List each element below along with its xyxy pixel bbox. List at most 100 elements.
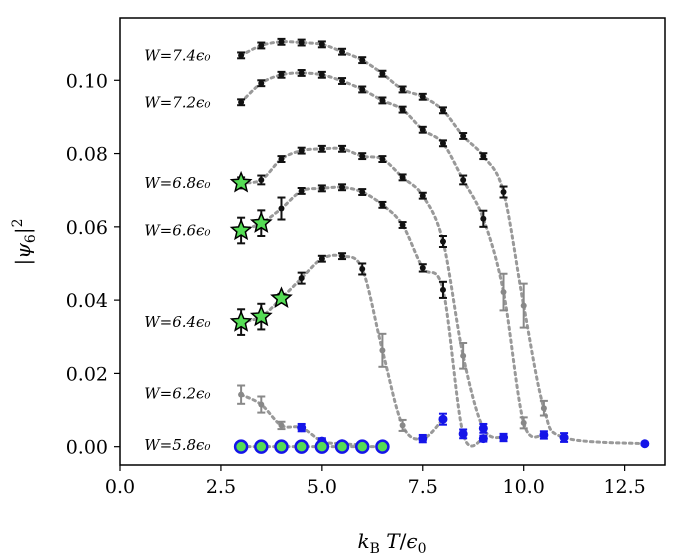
data-point xyxy=(418,434,428,444)
data-point xyxy=(254,439,269,454)
data-point xyxy=(278,205,285,212)
data-point xyxy=(419,93,426,100)
series-label: W=5.8ϵ₀ xyxy=(144,436,210,454)
data-point xyxy=(258,80,265,87)
data-point xyxy=(375,439,390,454)
data-point xyxy=(339,48,346,55)
y-tick-label: 0.06 xyxy=(66,217,108,239)
data-point xyxy=(238,99,245,106)
x-tick-label: 2.5 xyxy=(206,476,236,498)
data-point xyxy=(233,439,249,454)
data-point xyxy=(559,433,569,443)
plot-layer xyxy=(229,37,650,454)
data-point xyxy=(399,106,406,113)
data-point xyxy=(278,156,285,163)
data-point xyxy=(359,57,366,64)
data-point xyxy=(318,71,325,78)
data-point xyxy=(480,153,487,160)
series-label: W=7.2ϵ₀ xyxy=(144,93,210,111)
data-point-star xyxy=(229,310,253,332)
data-point xyxy=(419,264,426,271)
data-point xyxy=(640,439,650,449)
data-point xyxy=(278,71,285,78)
tick-layer: 0.0 2.5 5.0 7.5 10.0 12.5 0.00 0.02 0.04 0.06 0.08… xyxy=(66,70,646,498)
x-tick-label: 12.5 xyxy=(603,476,645,498)
data-point xyxy=(379,156,386,163)
series-guide-curve xyxy=(239,185,485,448)
data-point xyxy=(439,107,446,114)
data-point xyxy=(458,429,468,439)
data-point xyxy=(354,439,370,454)
y-tick-label: 0.00 xyxy=(66,437,108,459)
data-point xyxy=(499,433,509,443)
data-point xyxy=(399,422,406,429)
data-point xyxy=(500,289,507,296)
axes-frame xyxy=(119,17,666,466)
data-point xyxy=(318,41,325,48)
data-point xyxy=(258,42,265,49)
y-tick-label: 0.02 xyxy=(66,363,108,385)
data-point xyxy=(298,147,305,154)
data-point xyxy=(379,201,386,208)
data-point xyxy=(339,253,346,260)
data-point-star xyxy=(249,304,273,327)
series-guide-curve xyxy=(239,253,445,441)
data-point-star xyxy=(229,218,253,241)
data-point xyxy=(379,347,386,354)
data-point xyxy=(478,434,488,444)
series-label: W=6.2ϵ₀ xyxy=(144,385,210,403)
data-point xyxy=(318,145,325,152)
data-point xyxy=(379,70,386,77)
data-point xyxy=(460,352,467,359)
data-point xyxy=(278,422,285,429)
data-point xyxy=(339,78,346,85)
data-point xyxy=(520,419,527,426)
series-label: W=6.8ϵ₀ xyxy=(144,174,210,192)
data-point xyxy=(359,265,366,272)
y-tick-label: 0.10 xyxy=(66,70,108,92)
data-point xyxy=(238,391,245,398)
data-point xyxy=(314,439,330,454)
data-point xyxy=(438,414,448,424)
x-tick-label: 7.5 xyxy=(408,476,438,498)
data-point-star xyxy=(249,211,273,233)
data-point xyxy=(379,97,386,104)
data-point xyxy=(500,189,507,196)
x-tick-label: 5.0 xyxy=(307,476,337,498)
data-point xyxy=(460,132,467,139)
data-point xyxy=(298,39,305,46)
data-point xyxy=(419,126,426,133)
data-point xyxy=(520,302,527,309)
data-point xyxy=(334,439,350,454)
data-point xyxy=(298,187,305,194)
data-point xyxy=(359,86,366,93)
data-point xyxy=(258,401,265,408)
data-point xyxy=(274,439,289,454)
data-point xyxy=(539,430,549,440)
data-point xyxy=(238,52,245,59)
data-point-star xyxy=(229,170,253,193)
data-point xyxy=(294,439,309,454)
y-tick-label: 0.04 xyxy=(66,290,108,312)
data-point xyxy=(278,38,285,45)
series-guide-curve xyxy=(239,71,546,439)
data-point xyxy=(339,184,346,191)
x-axis-title: kB T/ϵ0 xyxy=(358,529,427,557)
data-point xyxy=(419,192,426,199)
data-point xyxy=(480,215,487,222)
series-label: W=6.6ϵ₀ xyxy=(144,222,210,240)
data-point-star xyxy=(270,286,293,308)
data-point xyxy=(318,255,325,262)
data-point xyxy=(297,423,307,433)
x-tick-label: 0.0 xyxy=(105,476,135,498)
data-point xyxy=(298,275,305,282)
data-point xyxy=(399,86,406,93)
series-label: W=7.4ϵ₀ xyxy=(144,46,210,64)
data-point xyxy=(399,174,406,181)
data-point xyxy=(540,405,547,412)
series-label-layer: W=7.4ϵ₀ W=7.2ϵ₀ W=6.8ϵ₀ W=6.6ϵ₀ W=6.4ϵ₀ W=6.2… xyxy=(144,46,210,453)
data-point xyxy=(439,238,446,245)
x-tick-label: 10.0 xyxy=(503,476,545,498)
data-point xyxy=(339,145,346,152)
